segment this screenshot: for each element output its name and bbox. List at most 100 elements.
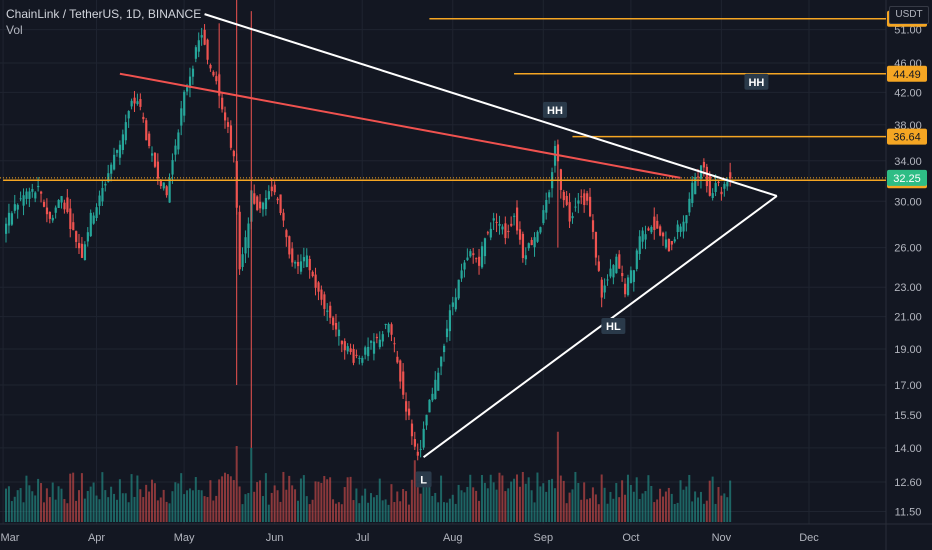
candle-body bbox=[115, 150, 119, 153]
volume-bar bbox=[580, 499, 583, 522]
volume-bar bbox=[431, 495, 434, 522]
volume-bar bbox=[539, 486, 542, 522]
candle-body bbox=[685, 215, 688, 224]
volume-bar bbox=[130, 474, 133, 522]
candle-body bbox=[358, 357, 361, 359]
candle-body bbox=[203, 29, 206, 45]
volume-bar bbox=[717, 487, 720, 522]
volume-bar bbox=[37, 478, 40, 522]
candle-body bbox=[533, 237, 536, 248]
volume-bar bbox=[364, 488, 367, 522]
candle-body bbox=[402, 371, 405, 395]
candle-body bbox=[346, 346, 349, 352]
volume-bar bbox=[66, 503, 69, 522]
volume-bar bbox=[171, 491, 174, 522]
candle-body bbox=[422, 428, 425, 448]
pattern-label: HH bbox=[748, 77, 764, 89]
volume-bar bbox=[329, 477, 332, 522]
volume-bar bbox=[659, 488, 662, 522]
candle-body bbox=[75, 231, 78, 242]
candle-body bbox=[583, 193, 586, 206]
volume-bar bbox=[565, 503, 568, 522]
candle-body bbox=[13, 204, 16, 211]
volume-bar bbox=[603, 487, 606, 522]
volume-bar bbox=[699, 491, 702, 522]
volume-bar bbox=[127, 502, 130, 522]
volume-bar bbox=[618, 497, 621, 522]
last-price-tag: 32.25 bbox=[893, 173, 921, 185]
candle-body bbox=[31, 188, 34, 192]
volume-bar bbox=[626, 474, 629, 522]
volume-bar bbox=[390, 484, 393, 522]
volume-bar bbox=[34, 495, 37, 522]
candle-body bbox=[66, 197, 69, 212]
volume-bar bbox=[410, 479, 413, 522]
volume-bar bbox=[159, 497, 162, 522]
candle-body bbox=[413, 439, 416, 447]
candle-body bbox=[682, 221, 685, 232]
candle-body bbox=[676, 224, 679, 233]
volume-bar bbox=[656, 499, 659, 522]
y-tick-label: 30.00 bbox=[894, 196, 922, 208]
candle-body bbox=[495, 221, 498, 223]
price-unit-label[interactable]: USDT bbox=[889, 6, 929, 24]
candle-body bbox=[165, 186, 168, 196]
pattern-label: L bbox=[420, 474, 427, 486]
volume-bar bbox=[469, 474, 472, 522]
candle-body bbox=[224, 112, 227, 121]
candle-body bbox=[51, 217, 54, 221]
volume-bar bbox=[337, 502, 340, 522]
volume-bar bbox=[542, 483, 545, 522]
volume-bar bbox=[399, 501, 402, 522]
candle-body bbox=[253, 193, 256, 204]
candle-body bbox=[618, 254, 621, 269]
volume-bar bbox=[370, 493, 372, 522]
volume-bar bbox=[524, 483, 527, 522]
candle-body bbox=[332, 317, 335, 326]
volume-bar bbox=[148, 491, 151, 522]
y-tick-label: 19.00 bbox=[894, 344, 922, 356]
volume-bar bbox=[697, 497, 700, 522]
candle-body bbox=[440, 356, 443, 367]
candle-body bbox=[553, 146, 557, 166]
volume-bar bbox=[101, 472, 104, 522]
candle-body bbox=[334, 322, 338, 330]
volume-bar bbox=[168, 503, 171, 522]
volume-bar bbox=[224, 472, 226, 522]
volume-bar bbox=[714, 503, 717, 522]
volume-bar bbox=[685, 486, 688, 522]
volume-bar bbox=[165, 501, 168, 522]
candle-body bbox=[285, 230, 288, 238]
candle-body bbox=[653, 216, 656, 230]
symbol-title[interactable]: ChainLink / TetherUS, 1D, BINANCE bbox=[6, 7, 202, 21]
volume-bar bbox=[510, 481, 513, 522]
candle-body bbox=[145, 120, 148, 141]
volume-bar bbox=[492, 482, 495, 522]
candle-body bbox=[317, 282, 320, 292]
volume-bar bbox=[42, 502, 45, 522]
volume-bar bbox=[355, 488, 358, 522]
volume-bar bbox=[553, 488, 556, 522]
candle-body bbox=[28, 191, 31, 199]
candle-body bbox=[113, 154, 116, 170]
candle-body bbox=[489, 228, 492, 238]
candle-body bbox=[729, 172, 732, 179]
candle-body bbox=[244, 237, 247, 254]
volume-label[interactable]: Vol bbox=[6, 23, 23, 37]
candle-body bbox=[337, 329, 341, 337]
volume-bar bbox=[372, 497, 375, 522]
volume-bar bbox=[89, 486, 92, 522]
volume-bar bbox=[466, 486, 469, 522]
volume-bar bbox=[483, 482, 486, 522]
volume-bar bbox=[521, 471, 524, 522]
candle-body bbox=[133, 97, 136, 104]
candle-body bbox=[472, 253, 475, 256]
volume-bar bbox=[299, 478, 302, 522]
volume-bar bbox=[45, 488, 48, 522]
candle-body bbox=[299, 261, 303, 272]
candle-body bbox=[183, 91, 186, 116]
candle-body bbox=[574, 206, 577, 208]
